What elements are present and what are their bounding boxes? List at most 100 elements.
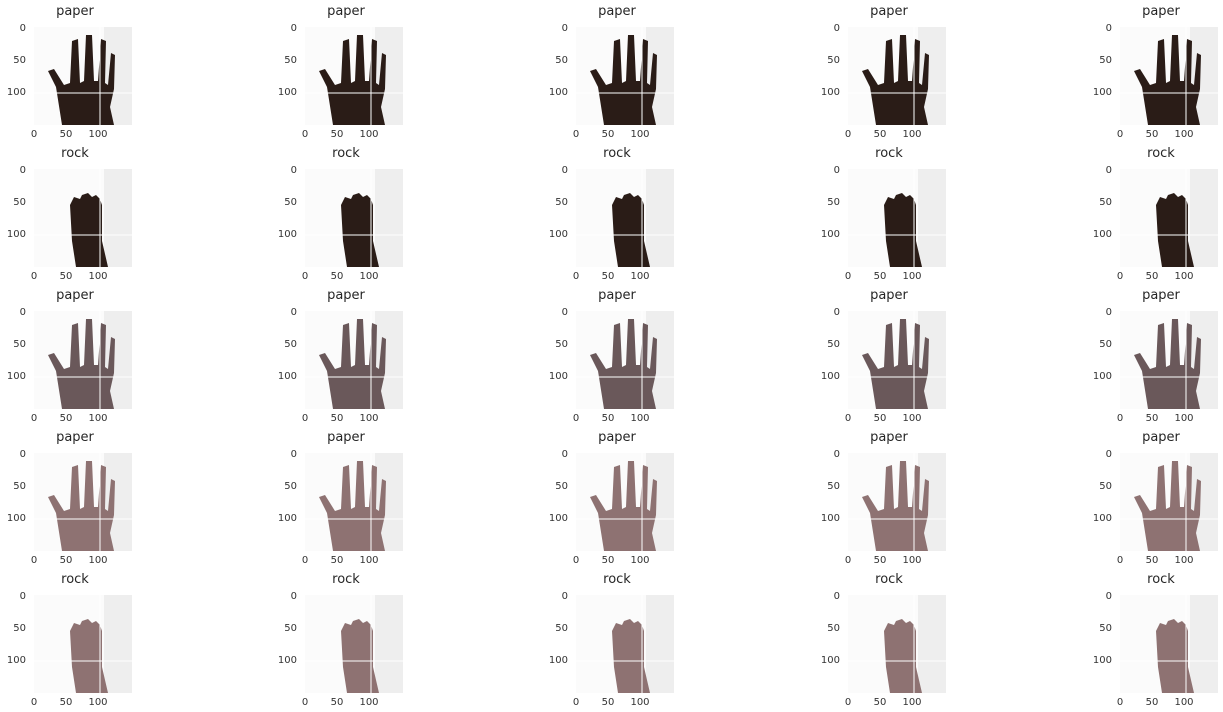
- hand-photo: [34, 27, 132, 125]
- y-tick-label: 50: [555, 55, 568, 66]
- image-panel: paper 0 50 100 0 50 100: [814, 5, 974, 140]
- hand-shape: [590, 461, 657, 551]
- y-tick-label: 0: [290, 165, 297, 176]
- x-tick-label: 0: [1116, 413, 1124, 424]
- x-tick-label: 0: [301, 697, 309, 708]
- x-tick-label: 100: [359, 413, 379, 424]
- y-tick-label: 0: [833, 591, 840, 602]
- hand-photo: [848, 169, 946, 267]
- x-tick-label: 100: [902, 413, 922, 424]
- image-panel: rock 0 50 100 0 50 100: [271, 573, 431, 708]
- x-tick-label: 50: [873, 413, 887, 424]
- image-panel: paper 0 50 100 0 50 100: [542, 289, 702, 424]
- x-tick-label: 0: [301, 555, 309, 566]
- y-tick-label: 100: [277, 229, 297, 240]
- x-tick-label: 100: [1174, 271, 1194, 282]
- image-panel: paper 0 50 100 0 50 100: [271, 430, 431, 566]
- y-tick-label: 50: [827, 339, 840, 350]
- image-panel: rock 0 50 100 0 50 100: [0, 146, 160, 282]
- hand-shape: [612, 619, 650, 693]
- y-tick-label: 100: [277, 371, 297, 382]
- hand-photo: [1120, 27, 1218, 125]
- hand-photo: [305, 453, 403, 551]
- hand-photo: [848, 595, 946, 693]
- x-tick-label: 100: [88, 413, 108, 424]
- x-tick-label: 50: [601, 555, 615, 566]
- x-tick-label: 100: [630, 413, 650, 424]
- x-tick-label: 0: [1116, 129, 1124, 140]
- x-tick-label: 100: [1174, 697, 1194, 708]
- y-tick-label: 50: [284, 623, 297, 634]
- hand-shape: [590, 35, 657, 125]
- hand-shape: [70, 619, 108, 693]
- x-tick-label: 0: [30, 697, 38, 708]
- hand-photo: [34, 311, 132, 409]
- x-tick-label: 50: [1145, 697, 1159, 708]
- y-tick-label: 100: [6, 513, 26, 524]
- hand-shape: [1134, 35, 1201, 125]
- x-tick-label: 50: [59, 697, 73, 708]
- panel-title: paper: [598, 4, 636, 19]
- y-tick-label: 0: [561, 449, 568, 460]
- y-tick-label: 0: [1105, 165, 1112, 176]
- x-tick-label: 0: [844, 555, 852, 566]
- hand-shape: [884, 619, 922, 693]
- panel-title: rock: [1147, 572, 1175, 587]
- image-panel: rock 0 50 100 0 50 100: [271, 146, 431, 282]
- x-tick-label: 100: [630, 555, 650, 566]
- hand-shape: [319, 35, 386, 125]
- panel-title: paper: [56, 430, 94, 445]
- panel-title: rock: [603, 572, 631, 587]
- y-tick-label: 50: [284, 481, 297, 492]
- x-tick-label: 50: [59, 413, 73, 424]
- y-tick-label: 0: [1105, 591, 1112, 602]
- x-tick-label: 0: [844, 129, 852, 140]
- y-tick-label: 100: [820, 655, 840, 666]
- x-tick-label: 50: [1145, 271, 1159, 282]
- image-panel: paper 0 50 100 0 50 100: [271, 289, 431, 424]
- x-tick-label: 100: [359, 555, 379, 566]
- panel-title: rock: [61, 146, 89, 161]
- image-panel: rock 0 50 100 0 50 100: [1086, 572, 1223, 708]
- hand-shape: [1156, 193, 1194, 267]
- y-tick-label: 0: [19, 449, 26, 460]
- image-panel: rock 0 50 100 0 50 100: [0, 572, 160, 708]
- panel-title: paper: [870, 288, 908, 303]
- image-panel: paper 0 50 100 0 50 100: [542, 4, 702, 140]
- x-tick-label: 0: [301, 271, 309, 282]
- panel-title: paper: [56, 4, 94, 19]
- hand-photo: [34, 453, 132, 551]
- panel-title: rock: [875, 572, 903, 587]
- x-tick-label: 50: [873, 697, 887, 708]
- panel-title: rock: [332, 146, 360, 161]
- x-tick-label: 0: [572, 129, 580, 140]
- image-panel: paper 0 50 100 0 50 100: [542, 431, 702, 566]
- panel-title: paper: [327, 430, 365, 445]
- y-tick-label: 0: [1105, 307, 1112, 318]
- x-tick-label: 50: [1145, 413, 1159, 424]
- x-tick-label: 100: [902, 271, 922, 282]
- panel-title: rock: [61, 572, 89, 587]
- hand-shape: [70, 193, 108, 267]
- y-tick-label: 50: [555, 339, 568, 350]
- hand-shape: [862, 461, 929, 551]
- y-tick-label: 50: [555, 197, 568, 208]
- x-tick-label: 0: [30, 271, 38, 282]
- y-tick-label: 0: [19, 23, 26, 34]
- y-tick-label: 0: [561, 23, 568, 34]
- y-tick-label: 100: [6, 229, 26, 240]
- y-tick-label: 0: [1105, 449, 1112, 460]
- x-tick-label: 100: [630, 697, 650, 708]
- y-tick-label: 100: [6, 655, 26, 666]
- y-tick-label: 50: [827, 481, 840, 492]
- hand-shape: [48, 461, 115, 551]
- x-tick-label: 100: [88, 129, 108, 140]
- hand-photo: [848, 27, 946, 125]
- y-tick-label: 0: [833, 23, 840, 34]
- x-tick-label: 50: [873, 555, 887, 566]
- x-tick-label: 100: [359, 129, 379, 140]
- y-tick-label: 50: [284, 339, 297, 350]
- image-panel: paper 0 50 100 0 50 100: [814, 431, 974, 566]
- x-tick-label: 50: [601, 271, 615, 282]
